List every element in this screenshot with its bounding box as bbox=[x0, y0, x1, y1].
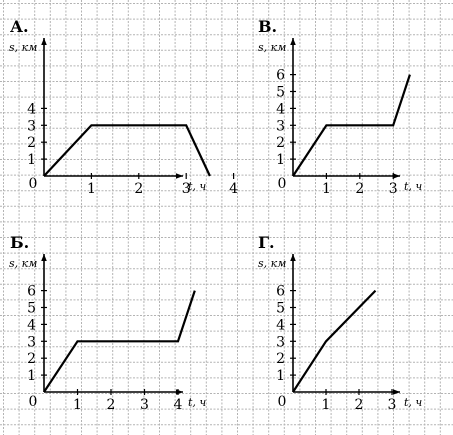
plot-area bbox=[43, 290, 196, 393]
x-tick-label: 1 bbox=[73, 397, 82, 413]
origin-label: 0 bbox=[278, 394, 287, 410]
series-line bbox=[292, 74, 411, 177]
y-tick-label: 5 bbox=[276, 85, 285, 101]
y-axis-arrow bbox=[290, 254, 296, 261]
y-axis-arrow bbox=[41, 38, 47, 45]
origin-label: 0 bbox=[29, 394, 38, 410]
series-line bbox=[292, 289, 377, 393]
y-tick-label: 6 bbox=[276, 284, 285, 300]
axes bbox=[290, 38, 400, 179]
y-tick-label: 2 bbox=[27, 351, 36, 367]
y-tick-label: 1 bbox=[27, 152, 36, 168]
series-line bbox=[43, 290, 196, 393]
x-tick-label: 3 bbox=[389, 181, 398, 197]
x-tick-label: 3 bbox=[140, 397, 149, 413]
x-tick-label: 1 bbox=[322, 181, 331, 197]
x-tick-label: 2 bbox=[134, 181, 143, 197]
y-axis-arrow bbox=[290, 38, 296, 45]
y-tick-label: 1 bbox=[276, 368, 285, 384]
origin-label: 0 bbox=[278, 176, 287, 192]
x-tick-label: 4 bbox=[174, 397, 183, 413]
x-axis-arrow bbox=[176, 173, 183, 179]
x-axis-label: t, ч bbox=[188, 396, 206, 409]
y-tick-label: 5 bbox=[276, 301, 285, 317]
x-axis-arrow bbox=[393, 173, 400, 179]
x-tick-label: 3 bbox=[182, 181, 191, 197]
y-tick-label: 4 bbox=[276, 317, 285, 333]
x-axis-label: t, ч bbox=[404, 180, 422, 193]
panel-title: Б. bbox=[10, 233, 29, 252]
y-tick-label: 3 bbox=[276, 334, 285, 350]
y-tick-label: 3 bbox=[27, 118, 36, 134]
y-tick-label: 5 bbox=[27, 301, 36, 317]
x-tick-label: 4 bbox=[229, 181, 238, 197]
y-axis-arrow bbox=[41, 254, 47, 261]
y-axis-label: s, км bbox=[9, 41, 37, 54]
y-tick-label: 2 bbox=[276, 351, 285, 367]
panel-title: А. bbox=[10, 17, 29, 36]
x-axis-label: t, ч bbox=[188, 180, 206, 193]
axes bbox=[290, 254, 400, 395]
y-tick-label: 6 bbox=[276, 68, 285, 84]
x-tick-label: 1 bbox=[87, 181, 96, 197]
x-tick-label: 2 bbox=[107, 397, 116, 413]
y-tick-label: 4 bbox=[27, 317, 36, 333]
y-tick-label: 2 bbox=[276, 135, 285, 151]
plot-area bbox=[292, 74, 411, 177]
y-tick-label: 3 bbox=[276, 118, 285, 134]
y-tick-label: 2 bbox=[27, 135, 36, 151]
axes bbox=[41, 38, 235, 179]
y-tick-label: 3 bbox=[27, 334, 36, 350]
axes bbox=[41, 254, 183, 395]
y-tick-label: 6 bbox=[27, 284, 36, 300]
origin-label: 0 bbox=[29, 176, 38, 192]
y-tick-label: 1 bbox=[276, 152, 285, 168]
panel-title: Г. bbox=[258, 233, 275, 252]
panel-title: В. bbox=[258, 17, 277, 36]
x-tick-label: 2 bbox=[355, 181, 364, 197]
y-axis-label: s, км bbox=[258, 41, 286, 54]
x-axis-label: t, ч bbox=[404, 396, 422, 409]
plot-area bbox=[292, 289, 377, 393]
series-line bbox=[43, 124, 211, 177]
x-tick-label: 1 bbox=[322, 397, 331, 413]
y-tick-label: 4 bbox=[27, 101, 36, 117]
x-tick-label: 3 bbox=[388, 397, 397, 413]
x-tick-label: 2 bbox=[355, 397, 364, 413]
plot-area bbox=[43, 124, 211, 177]
y-tick-label: 4 bbox=[276, 101, 285, 117]
y-axis-label: s, км bbox=[9, 257, 37, 270]
y-tick-label: 1 bbox=[27, 368, 36, 384]
y-axis-label: s, км bbox=[258, 257, 286, 270]
x-axis-arrow bbox=[393, 389, 400, 395]
